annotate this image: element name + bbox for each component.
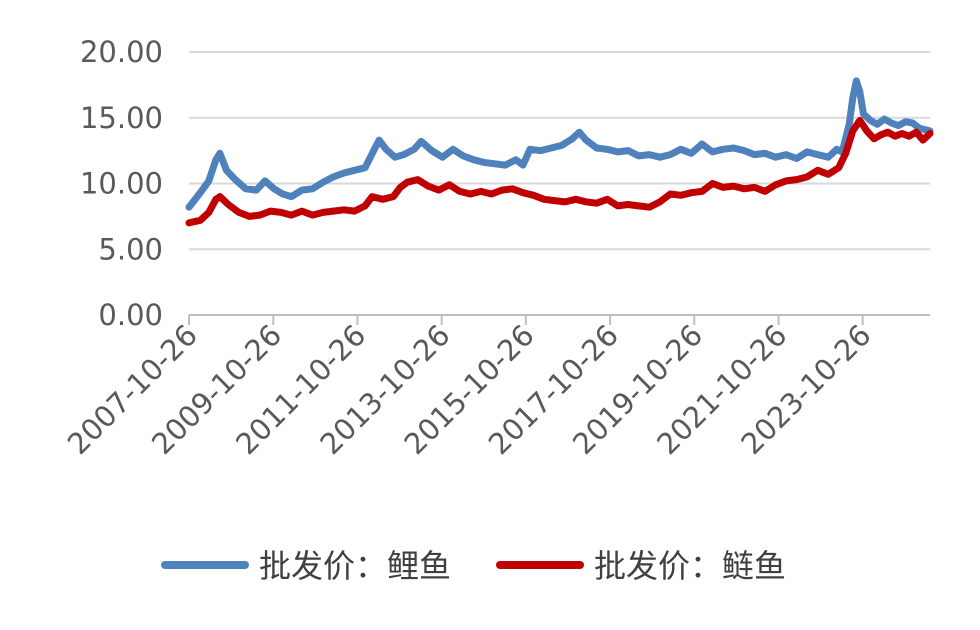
legend-label: 批发价：鲢鱼 bbox=[594, 547, 786, 585]
series-line-1 bbox=[185, 77, 934, 211]
x-axis-ticks: 2007-10-262009-10-262011-10-262013-10-26… bbox=[61, 315, 878, 461]
y-tick-label: 10.00 bbox=[80, 167, 163, 201]
legend-label: 批发价：鲤鱼 bbox=[259, 547, 451, 585]
y-tick-label: 20.00 bbox=[80, 35, 163, 69]
y-tick-label: 0.00 bbox=[98, 298, 163, 332]
y-tick-label: 15.00 bbox=[80, 101, 163, 135]
series-lines bbox=[185, 77, 934, 227]
series-line-2 bbox=[185, 116, 934, 227]
y-tick-label: 5.00 bbox=[98, 232, 163, 266]
gridlines bbox=[189, 51, 930, 316]
y-axis-ticks: 0.00 5.00 10.00 15.00 20.00 bbox=[80, 35, 163, 332]
legend: 批发价：鲤鱼 批发价：鲢鱼 bbox=[161, 547, 786, 585]
